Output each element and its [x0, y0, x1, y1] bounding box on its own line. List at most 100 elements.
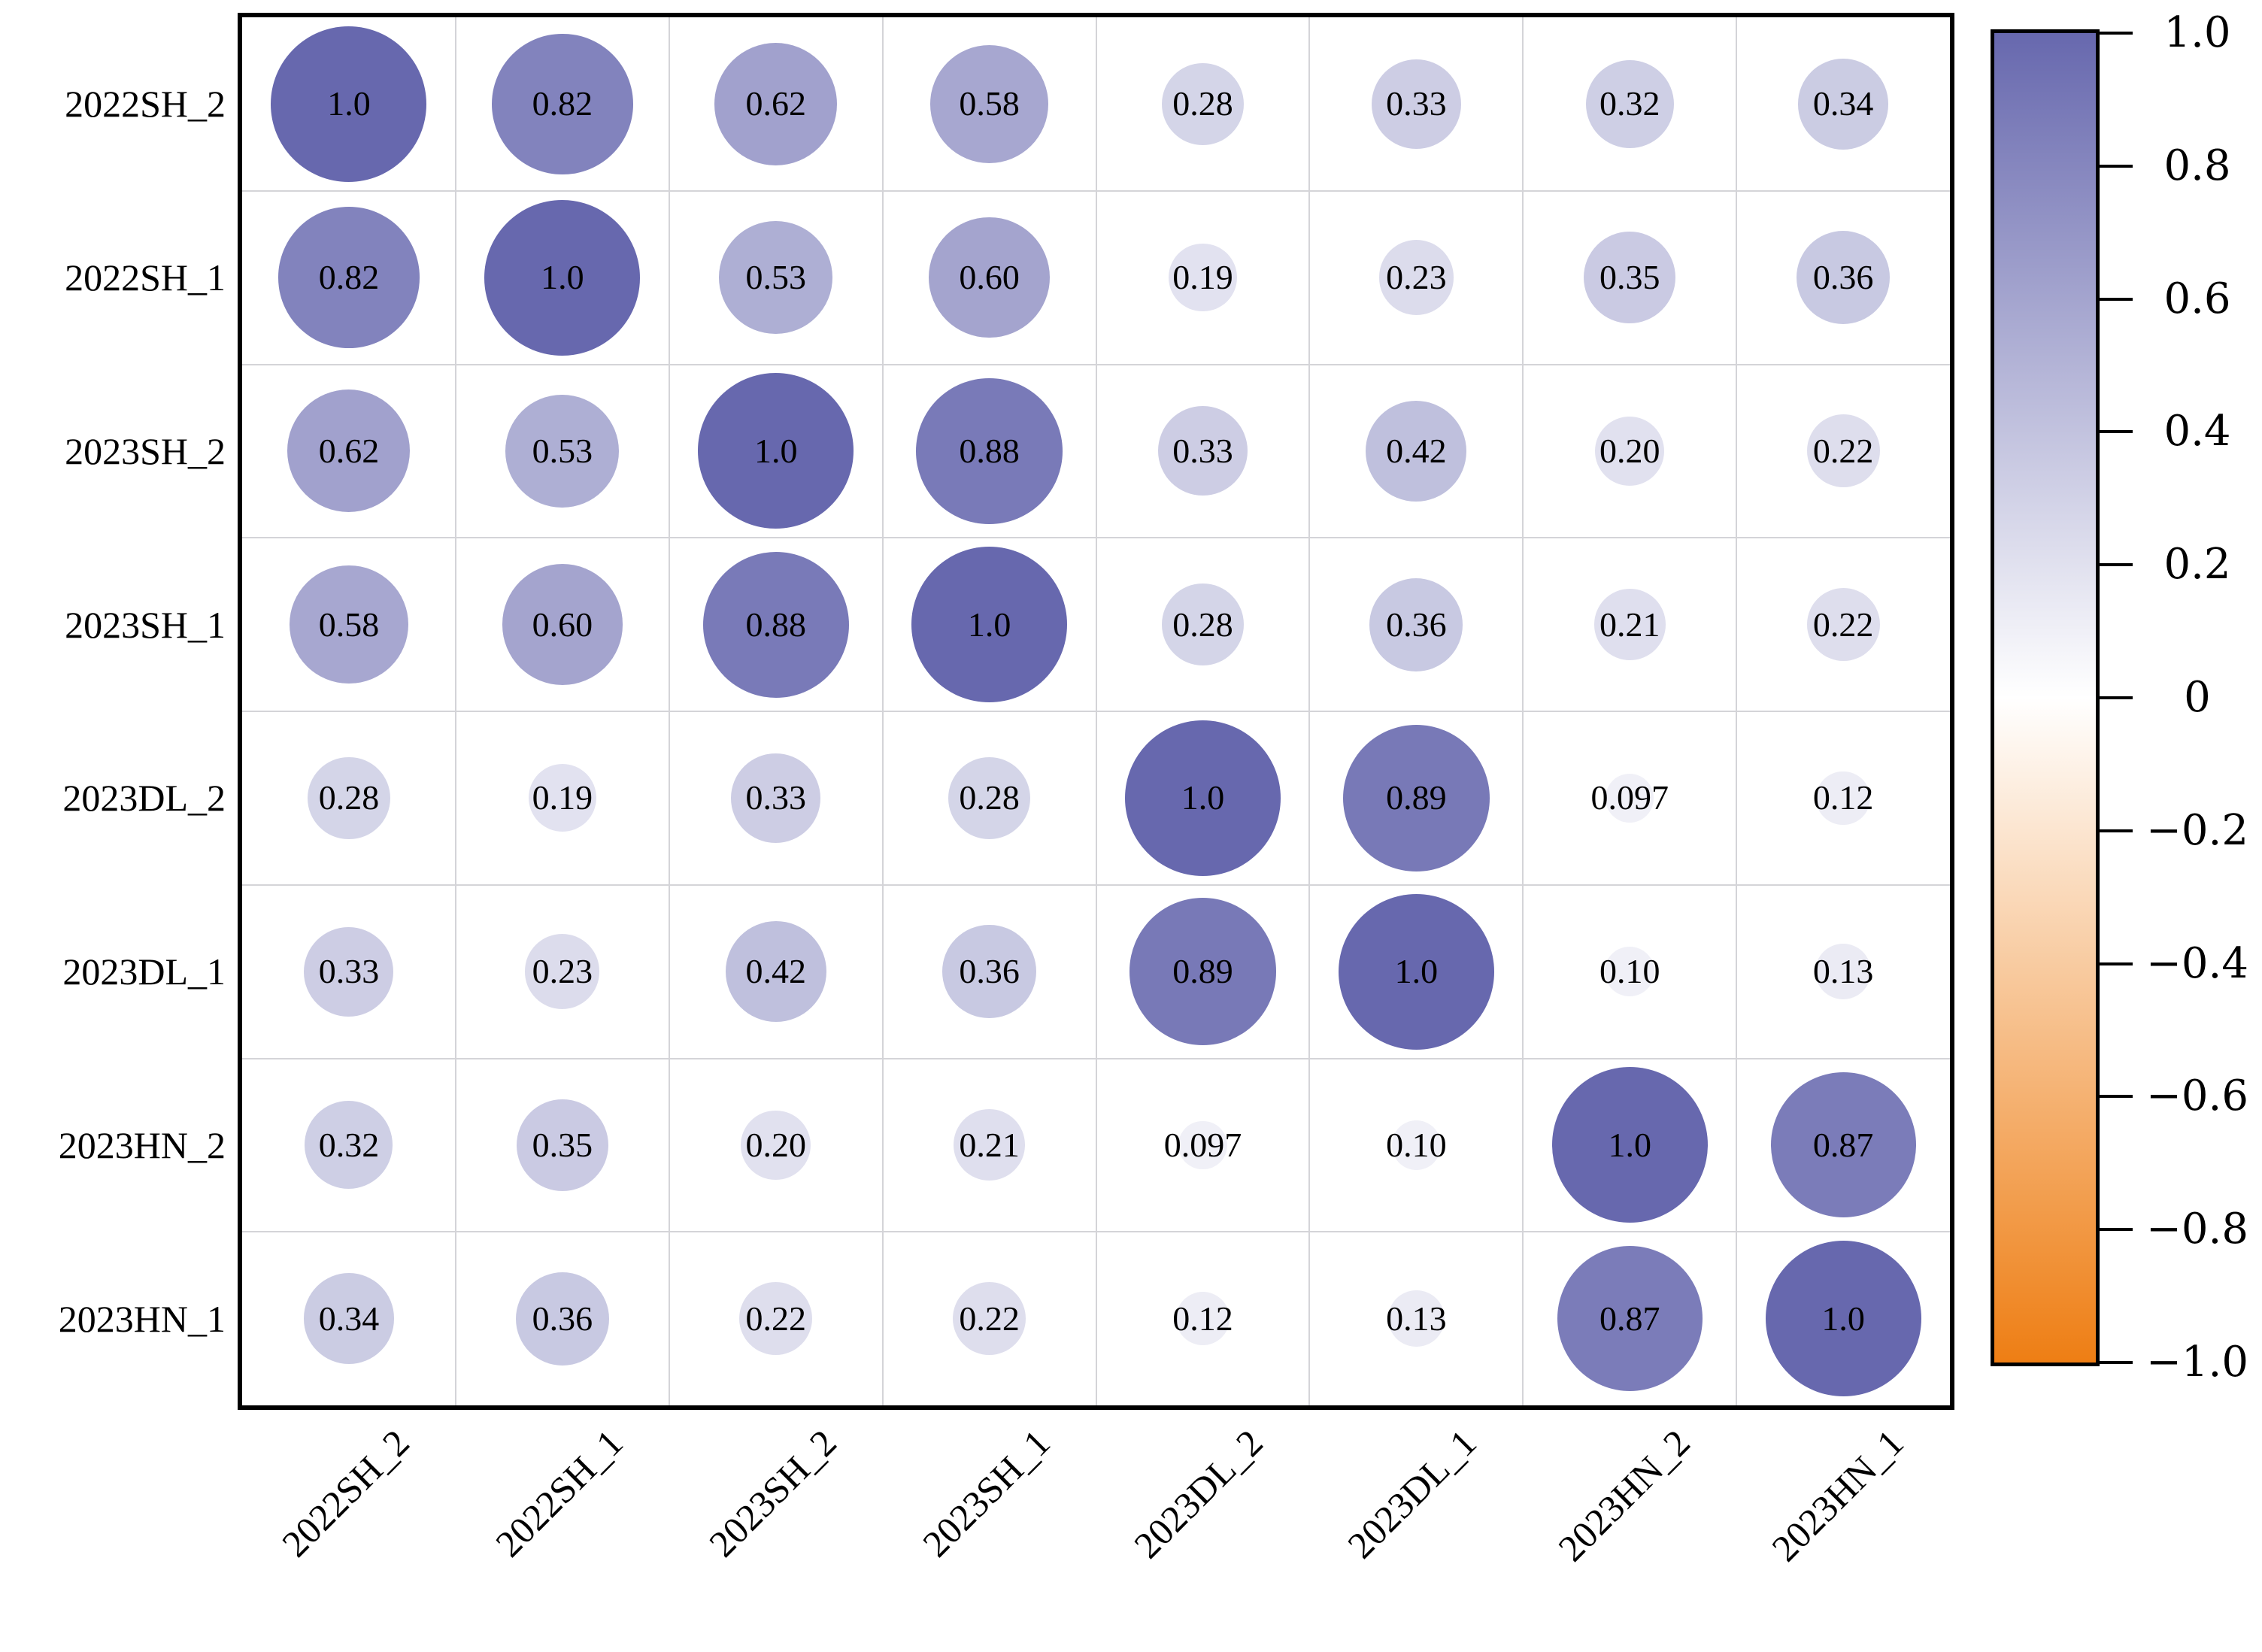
correlation-bubble	[731, 753, 821, 843]
correlation-value: 0.23	[1386, 258, 1447, 297]
colorbar-tick-label: −0.2	[2146, 805, 2248, 855]
correlation-value: 0.20	[745, 1125, 806, 1164]
correlation-bubble	[1585, 59, 1674, 148]
correlation-value: 1.0	[541, 258, 584, 297]
correlation-bubble	[515, 1272, 609, 1366]
correlation-value: 0.88	[959, 431, 1020, 470]
correlation-value: 1.0	[1608, 1125, 1651, 1164]
correlation-value: 0.32	[1599, 84, 1660, 123]
correlation-bubble	[1161, 583, 1245, 666]
correlation-bubble	[1806, 414, 1880, 488]
correlation-value: 0.10	[1599, 952, 1660, 991]
x-axis-label: 2023DL_1	[1339, 1421, 1485, 1567]
correlation-value: 0.33	[318, 952, 380, 991]
colorbar-tick-mark	[2100, 563, 2133, 567]
correlation-value: 0.28	[1172, 605, 1233, 644]
correlation-value: 0.36	[532, 1299, 593, 1338]
correlation-bubble	[954, 1109, 1025, 1181]
correlation-bubble	[1583, 231, 1676, 324]
correlation-value: 0.42	[1386, 431, 1447, 470]
correlation-bubble	[1175, 1291, 1230, 1346]
x-axis-label: 2022SH_1	[487, 1421, 631, 1566]
correlation-bubble	[1806, 588, 1880, 662]
correlation-bubble	[1605, 774, 1654, 823]
plot-area: 1.0 0.82 0.62 0.58 0.28 0.33 0.32 0.34 0.82 1.0 0.…	[238, 13, 1954, 1410]
correlation-value: 0.34	[1812, 84, 1874, 123]
correlation-value: 0.36	[1386, 605, 1447, 644]
correlation-bubble	[916, 377, 1063, 524]
colorbar-tick-label: 0.4	[2163, 407, 2231, 456]
correlation-bubble	[492, 33, 633, 175]
gridline-vertical	[1522, 17, 1524, 1405]
correlation-bubble	[505, 394, 620, 508]
correlation-bubble	[929, 44, 1049, 164]
x-axis-label: 2022SH_2	[273, 1421, 417, 1566]
correlation-bubble	[741, 1110, 811, 1181]
colorbar-tick-mark	[2100, 1361, 2133, 1364]
correlation-bubble	[1161, 62, 1245, 146]
colorbar-tick-mark	[2100, 696, 2133, 699]
correlation-value: 0.12	[1172, 1299, 1233, 1338]
colorbar-tick-label: 1.0	[2163, 8, 2231, 57]
x-axis-label: 2023HN_2	[1550, 1421, 1699, 1570]
correlation-value: 0.13	[1812, 952, 1874, 991]
correlation-bubble	[719, 220, 833, 335]
correlation-bubble	[1178, 1120, 1227, 1170]
correlation-bubble	[1797, 59, 1889, 150]
colorbar-tick-mark	[2100, 430, 2133, 434]
correlation-value: 0.34	[318, 1299, 380, 1338]
correlation-value: 0.87	[1812, 1125, 1874, 1164]
correlation-value: 0.58	[318, 605, 380, 644]
correlation-value: 0.32	[318, 1125, 380, 1164]
correlation-bubble	[911, 547, 1068, 703]
correlation-bubble	[1391, 1120, 1442, 1170]
colorbar-tick-label: 0.8	[2163, 141, 2231, 190]
correlation-value: 0.89	[1386, 778, 1447, 817]
correlation-value: 0.53	[745, 258, 806, 297]
y-axis-label: 2023HN_1	[58, 1297, 226, 1340]
correlation-bubble	[1387, 1290, 1445, 1347]
x-axis-label: 2023DL_2	[1126, 1421, 1272, 1567]
correlation-value: 0.19	[1172, 258, 1233, 297]
colorbar-tick-mark	[2100, 1095, 2133, 1099]
correlation-bubble	[1594, 416, 1665, 487]
correlation-bubble	[1770, 1072, 1916, 1218]
correlation-bubble	[953, 1282, 1026, 1356]
correlation-value: 0.36	[1812, 258, 1874, 297]
correlation-bubble	[1124, 720, 1281, 876]
correlation-bubble	[1378, 240, 1454, 315]
colorbar-tick-mark	[2100, 32, 2133, 35]
correlation-bubble	[1169, 244, 1237, 312]
correlation-bubble	[287, 390, 411, 513]
correlation-bubble	[502, 564, 623, 685]
correlation-value: 0.23	[532, 952, 593, 991]
y-axis-label: 2023SH_1	[65, 603, 226, 646]
correlation-value: 0.60	[959, 258, 1020, 297]
x-axis-label: 2023HN_1	[1763, 1421, 1912, 1570]
correlation-bubble	[1369, 577, 1463, 671]
gridline-horizontal	[242, 884, 1950, 886]
colorbar-tick-mark	[2100, 164, 2133, 168]
correlation-value: 0.21	[1599, 605, 1660, 644]
colorbar-tick-mark	[2100, 1228, 2133, 1232]
correlation-value: 0.58	[959, 84, 1020, 123]
y-axis-label: 2023DL_1	[62, 950, 226, 993]
correlation-bubble	[1157, 406, 1248, 496]
correlation-value: 0.21	[959, 1125, 1020, 1164]
correlation-bubble	[1129, 898, 1277, 1045]
y-axis-label: 2023SH_2	[65, 429, 226, 472]
correlation-bubble	[948, 756, 1031, 840]
y-axis-label: 2023DL_2	[62, 777, 226, 820]
colorbar-tick-label: 0.2	[2163, 540, 2231, 590]
correlation-bubble	[1338, 893, 1494, 1050]
correlation-value: 0.35	[532, 1125, 593, 1164]
correlation-bubble	[1605, 947, 1654, 996]
gridline-vertical	[1736, 17, 1738, 1405]
gridline-horizontal	[242, 1057, 1950, 1059]
correlation-value: 1.0	[967, 605, 1011, 644]
correlation-bubble	[1366, 400, 1467, 502]
correlation-value: 0.36	[959, 952, 1020, 991]
correlation-value: 1.0	[327, 84, 371, 123]
correlation-bubble	[516, 1099, 609, 1192]
